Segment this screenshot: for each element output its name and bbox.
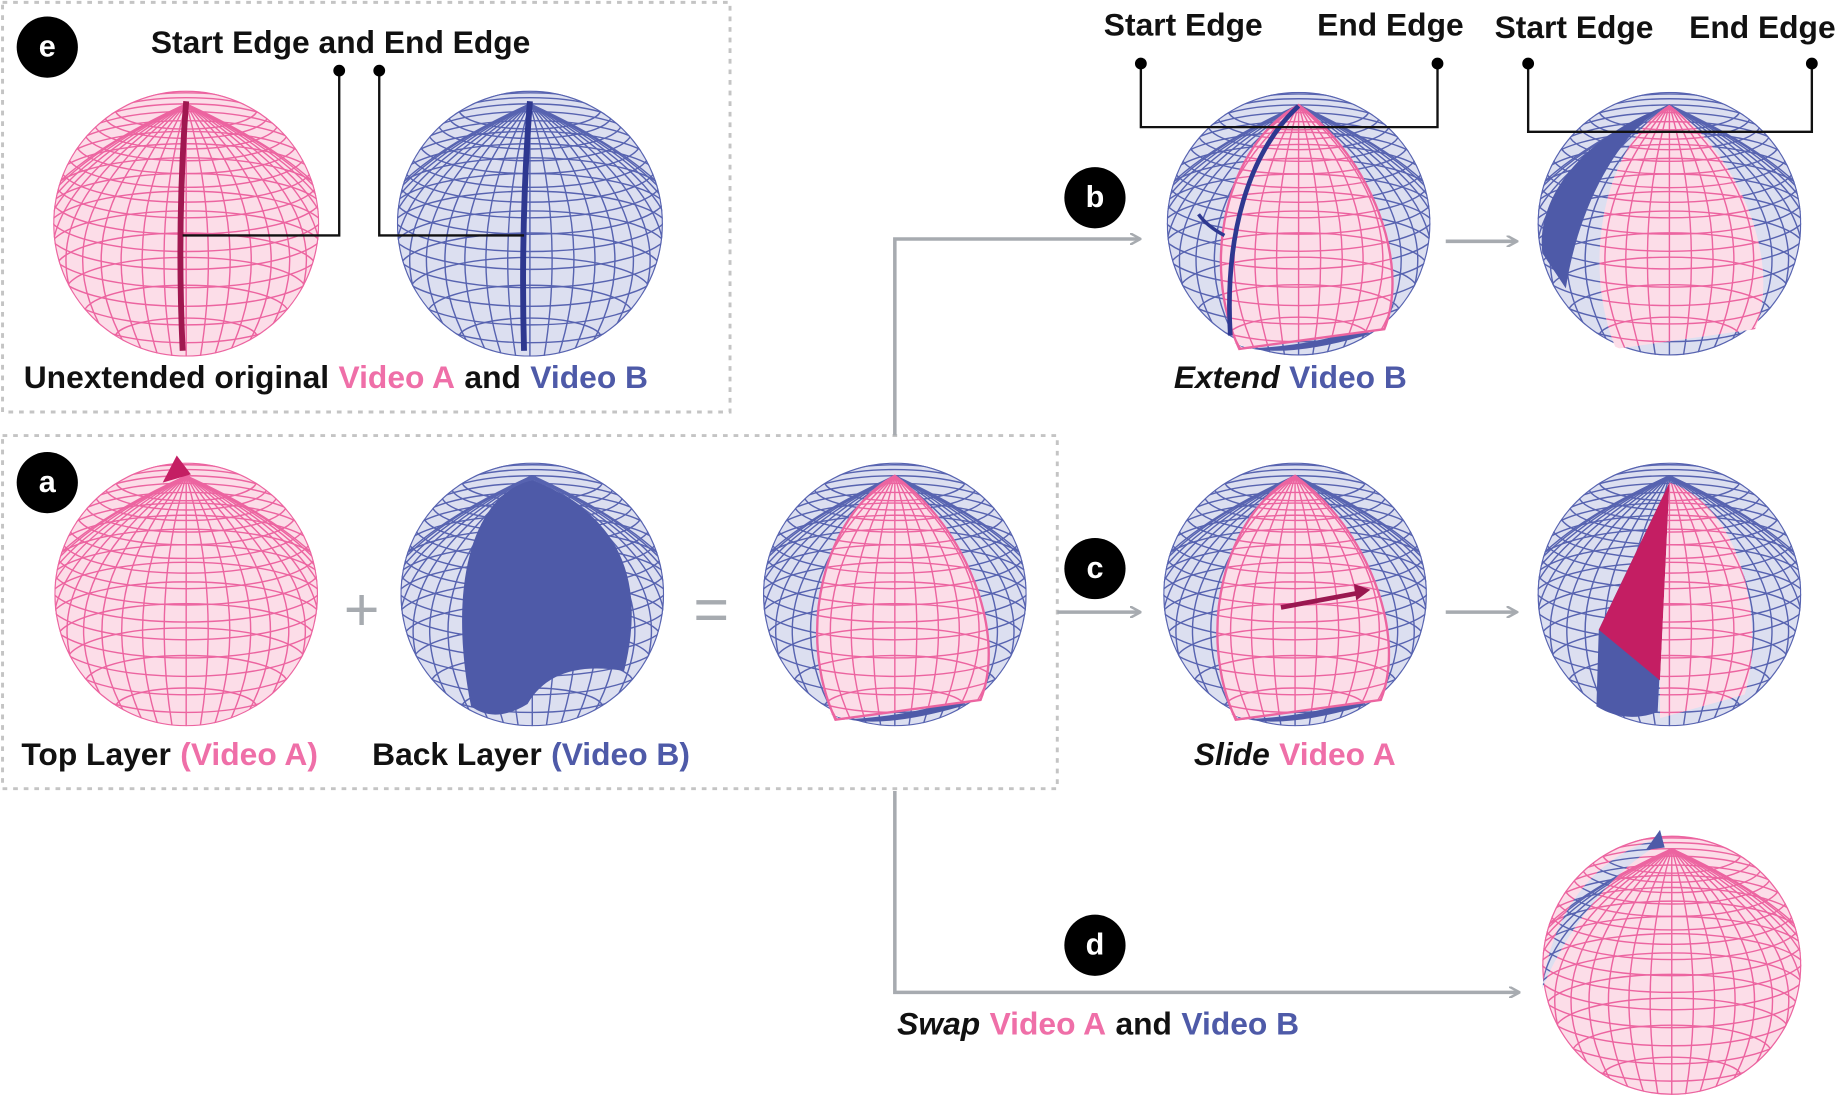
caption-part: (Video B) [551, 736, 690, 772]
plus-sign: + [344, 576, 380, 644]
edge-label: Start Edge [1495, 9, 1654, 45]
caption-part: and [1115, 1006, 1171, 1042]
caption-part: Video B [530, 360, 648, 396]
caption-part: and [464, 360, 520, 396]
edge-label: Start Edge and End Edge [151, 24, 530, 60]
badge: a [16, 452, 78, 514]
caption-part: Top Layer [21, 736, 170, 772]
badge-label: a [39, 465, 57, 499]
badge-label: d [1086, 928, 1105, 962]
caption-part: Video A [338, 360, 455, 396]
caption-part: Video A [990, 1006, 1107, 1042]
arrow [893, 239, 1140, 436]
caption-part: Unextended original [24, 360, 329, 396]
edge-label: End Edge [1317, 6, 1463, 42]
caption: Back Layer (Video B) [372, 736, 690, 772]
edge-label: End Edge [1689, 9, 1835, 45]
panel-a-box [1, 434, 1059, 791]
sphere-pink [54, 462, 319, 727]
caption-part: Swap [897, 1006, 980, 1042]
caption: Slide Video A [1194, 736, 1396, 772]
caption: Top Layer (Video A) [21, 736, 318, 772]
badge: b [1064, 167, 1126, 229]
caption-part: Video B [1181, 1006, 1299, 1042]
panel-e-box [1, 0, 732, 414]
badge-label: b [1086, 180, 1105, 214]
caption: Extend Video B [1174, 360, 1407, 396]
edge-label: Start Edge [1104, 6, 1263, 42]
badge: c [1064, 537, 1126, 600]
caption-part: Back Layer [372, 736, 542, 772]
sphere-pink [1542, 835, 1802, 1095]
arrow [893, 791, 1519, 992]
caption-part: Extend [1174, 360, 1281, 396]
badge-label: e [39, 29, 56, 63]
caption-part: Slide [1194, 736, 1270, 772]
caption-part: Video A [1279, 736, 1396, 772]
badge-label: c [1086, 551, 1103, 585]
caption-part: (Video A) [180, 736, 318, 772]
equals-sign: = [693, 576, 729, 644]
callouts [182, 57, 1818, 237]
caption-part: Video B [1289, 360, 1407, 396]
badge: d [1064, 914, 1126, 976]
badge: e [16, 16, 78, 78]
